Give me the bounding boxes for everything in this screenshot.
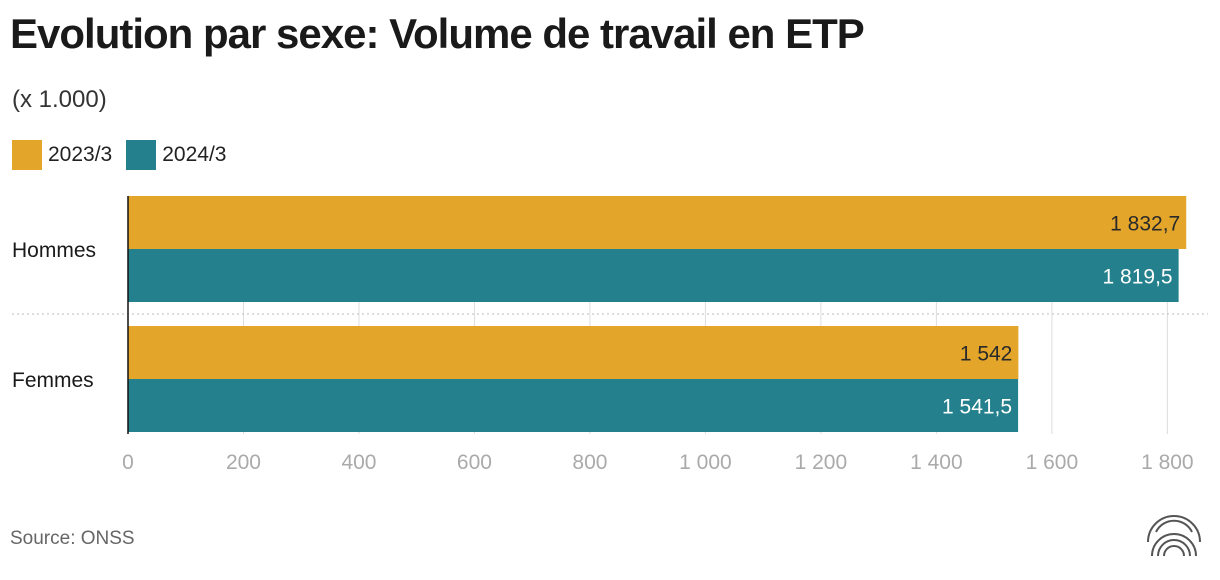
legend-swatch-2024 bbox=[126, 140, 157, 170]
category-label-femmes: Femmes bbox=[12, 369, 94, 392]
bar-femmes-2023-3 bbox=[128, 326, 1019, 379]
legend-swatch-2023 bbox=[12, 140, 42, 170]
legend-label-2023: 2023/3 bbox=[48, 143, 113, 166]
x-tick-label-1400: 1 400 bbox=[910, 451, 963, 474]
data-label-femmes-2024-3: 1 541,5 bbox=[942, 396, 1012, 419]
source-note: Source: ONSS bbox=[10, 528, 135, 549]
x-tick-label-1200: 1 200 bbox=[795, 451, 848, 474]
bar-hommes-2024-3 bbox=[128, 249, 1179, 302]
x-tick-label-1800: 1 800 bbox=[1141, 451, 1194, 474]
data-label-hommes-2023-3: 1 832,7 bbox=[1110, 213, 1180, 236]
data-label-hommes-2024-3: 1 819,5 bbox=[1103, 266, 1173, 289]
bar-hommes-2023-3 bbox=[128, 196, 1187, 249]
concentric-arcs-logo-icon bbox=[1147, 515, 1201, 557]
category-label-hommes: Hommes bbox=[12, 239, 96, 262]
x-tick-label-1000: 1 000 bbox=[679, 451, 732, 474]
x-tick-label-600: 600 bbox=[457, 451, 492, 474]
x-tick-label-400: 400 bbox=[341, 451, 376, 474]
legend: 2023/3 2024/3 bbox=[12, 140, 240, 170]
legend-item-2024: 2024/3 bbox=[126, 140, 226, 170]
legend-label-2024: 2024/3 bbox=[162, 143, 227, 166]
bar-femmes-2024-3 bbox=[128, 379, 1019, 432]
x-tick-label-1600: 1 600 bbox=[1026, 451, 1079, 474]
x-tick-label-800: 800 bbox=[572, 451, 607, 474]
chart-title: Evolution par sexe: Volume de travail en… bbox=[10, 10, 865, 57]
bar-chart: 1 832,7 1 819,5 Hommes 1 542 1 541,5 Femmes 0 2… bbox=[12, 196, 1208, 474]
data-label-femmes-2023-3: 1 542 bbox=[960, 343, 1013, 366]
x-tick-label-200: 200 bbox=[226, 451, 261, 474]
chart-subtitle: (x 1.000) bbox=[12, 86, 107, 113]
legend-item-2023: 2023/3 bbox=[12, 140, 112, 170]
x-tick-label-0: 0 bbox=[122, 451, 134, 474]
